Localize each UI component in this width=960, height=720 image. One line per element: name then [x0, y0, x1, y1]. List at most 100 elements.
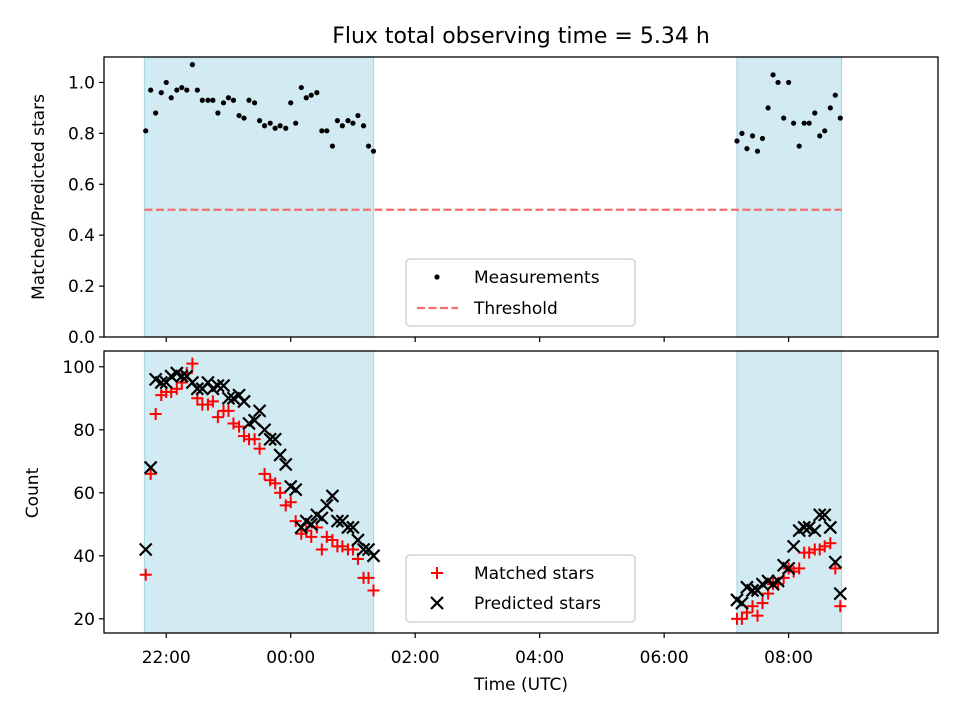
- matched-star-marker: [735, 612, 748, 625]
- matched-star-marker: [305, 530, 318, 543]
- matched-star-marker: [834, 600, 847, 613]
- predicted-star-marker: [154, 375, 169, 390]
- legend-threshold-label: Threshold: [473, 299, 558, 319]
- predicted-star-marker: [315, 511, 329, 525]
- ratio-panel: 0.0 0.2 0.4 0.6 0.8 1.0: [68, 56, 939, 348]
- x-tick-label: 08:00: [764, 648, 813, 668]
- measurement-point: [765, 105, 771, 111]
- predicted-star-marker: [143, 460, 158, 475]
- predicted-star-marker: [216, 378, 231, 393]
- predicted-star-marker: [346, 520, 360, 535]
- measurement-point: [759, 135, 766, 142]
- legend-count: Matched stars Predicted stars: [405, 554, 636, 623]
- measurement-point: [770, 72, 776, 78]
- measurement-point: [153, 110, 159, 116]
- matched-star-marker: [186, 357, 199, 370]
- measurement-point: [199, 97, 205, 103]
- measurement-point: [791, 120, 797, 126]
- measurement-point: [329, 143, 336, 149]
- measurement-point: [272, 125, 278, 131]
- measurement-point: [148, 87, 154, 93]
- matched-star-marker: [326, 534, 339, 547]
- predicted-star-marker: [278, 457, 293, 472]
- measurement-point: [806, 120, 812, 126]
- legend-matched-label: Matched stars: [474, 564, 594, 584]
- predicted-star-marker: [268, 432, 282, 447]
- legend-matched-marker: [431, 567, 443, 579]
- matched-star-marker: [211, 411, 224, 424]
- measurement-point: [293, 120, 299, 126]
- measurement-point: [256, 118, 263, 124]
- y-tick-label: 0.8: [68, 124, 95, 144]
- predicted-star-marker: [263, 432, 277, 447]
- axes-frame: [103, 56, 939, 338]
- measurement-point: [832, 92, 838, 98]
- predicted-star-marker: [351, 533, 365, 547]
- measurement-point: [812, 110, 818, 116]
- legend-ratio: Measurements Threshold: [405, 258, 636, 327]
- measurement-point: [277, 123, 283, 129]
- measurement-point: [261, 123, 268, 129]
- matched-star-marker: [144, 467, 157, 480]
- predicted-star-marker: [304, 517, 319, 532]
- predicted-star-marker: [356, 542, 371, 557]
- measurement-point: [230, 97, 237, 103]
- predicted-star-marker: [735, 596, 749, 610]
- matched-star-marker: [233, 420, 246, 433]
- predicted-star-marker: [237, 394, 251, 409]
- measurement-point: [298, 84, 304, 91]
- predicted-star-marker: [771, 574, 785, 588]
- matched-star-marker: [824, 537, 837, 550]
- predicted-star-marker: [341, 520, 355, 535]
- measurement-point: [786, 79, 792, 86]
- measurement-point: [775, 79, 781, 86]
- measurement-point: [339, 123, 345, 129]
- x-tick-label: 00:00: [266, 648, 315, 668]
- measurement-point: [365, 143, 372, 149]
- measurement-point: [267, 120, 273, 126]
- axes-frame: [103, 350, 939, 634]
- predicted-star-marker: [833, 586, 848, 601]
- y-tick-label: 100: [63, 358, 95, 378]
- predicted-star-marker: [211, 378, 225, 393]
- y-axis-label-count: Count: [23, 467, 43, 518]
- measurement-point: [355, 112, 361, 119]
- observation-window-0: [143, 350, 375, 634]
- matched-star-marker: [756, 597, 769, 610]
- predicted-star-marker: [221, 391, 236, 406]
- measurement-point: [174, 87, 180, 93]
- predicted-star-marker: [320, 498, 334, 513]
- predicted-star-marker: [325, 489, 340, 503]
- measurement-point: [837, 115, 843, 121]
- measurement-point: [194, 87, 200, 93]
- measurement-point: [308, 92, 314, 98]
- predicted-star-marker: [745, 583, 760, 598]
- measurement-point: [324, 128, 330, 134]
- matched-star-marker: [139, 568, 152, 581]
- measurement-point: [252, 100, 258, 106]
- predicted-star-marker: [812, 508, 827, 522]
- measurement-point: [220, 100, 227, 106]
- predicted-star-marker: [190, 382, 205, 396]
- x-tick-label: 06:00: [640, 648, 689, 668]
- observation-window-0: [143, 56, 375, 338]
- predicted-star-marker: [823, 520, 838, 535]
- measurement-point: [749, 133, 756, 139]
- measurement-point: [143, 128, 149, 134]
- predicted-star-marker: [273, 448, 287, 462]
- legend-measurements-label: Measurements: [474, 268, 600, 288]
- matched-star-marker: [367, 584, 380, 597]
- y-tick-label: 0.4: [68, 226, 95, 246]
- predicted-star-marker: [828, 555, 843, 569]
- measurement-point: [241, 115, 247, 121]
- measurement-point: [303, 95, 309, 101]
- y-tick-label: 40: [73, 547, 95, 567]
- y-tick-label: 20: [73, 610, 95, 630]
- measurement-point: [215, 110, 221, 116]
- matched-star-marker: [751, 609, 764, 622]
- legend-measurements-marker: [434, 274, 440, 280]
- predicted-star-marker: [330, 514, 345, 528]
- predicted-star-marker: [807, 523, 822, 538]
- measurement-point: [184, 87, 190, 93]
- measurement-point: [739, 130, 745, 136]
